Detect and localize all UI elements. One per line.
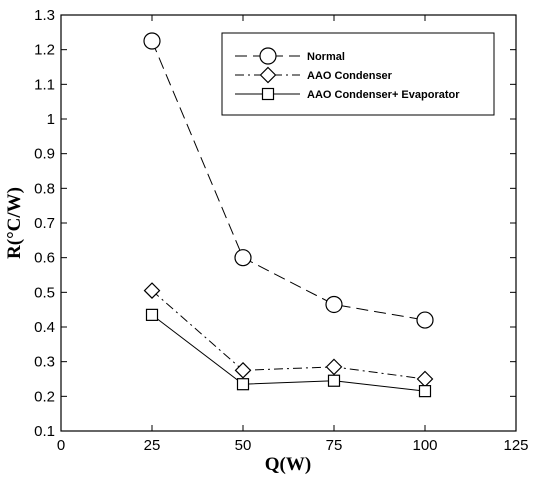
legend-entry-1: AAO Condenser [235, 66, 393, 84]
x-tick-label: 50 [235, 437, 252, 454]
y-tick-label: 1.3 [34, 7, 55, 24]
data-point [143, 282, 161, 299]
data-point [234, 249, 252, 267]
x-tick-label: 100 [412, 437, 437, 454]
series-2 [145, 308, 432, 398]
data-point [325, 295, 343, 314]
series-layer [143, 32, 434, 398]
legend-label: Normal [307, 51, 345, 63]
x-axis-title: Q(W) [265, 454, 311, 475]
legend-entry-2: AAO Condenser+ Evaporator [235, 87, 460, 101]
legend-label: AAO Condenser [307, 70, 393, 82]
data-point [416, 370, 434, 388]
data-point [236, 378, 250, 391]
y-tick-label: 1.1 [34, 76, 55, 93]
series-1 [143, 282, 434, 388]
data-point [145, 308, 159, 321]
data-point [325, 358, 343, 376]
data-point [143, 32, 161, 50]
legend-label: AAO Condenser+ Evaporator [307, 89, 460, 101]
y-tick-label: 0.8 [34, 180, 55, 197]
legend-marker [261, 87, 275, 101]
y-tick-label: 1 [47, 111, 55, 128]
data-point [416, 311, 434, 329]
legend-marker [259, 66, 277, 84]
series-0 [143, 32, 434, 329]
series-line [151, 314, 426, 392]
series-line [151, 290, 426, 380]
y-tick-label: 0.6 [34, 250, 55, 267]
legend: Normal AAO Condenser AAO Condenser+ Evapor… [221, 32, 495, 116]
series-line [151, 40, 426, 321]
y-tick-label: 0.9 [34, 146, 55, 163]
x-tick-label: 0 [57, 437, 65, 454]
axis-ticks: 0 25 50 75 100 125 0.1 0.2 0.3 0.4 0.5 0.6 0.7 0.8 0.9… [34, 7, 528, 454]
y-tick-label: 0.7 [34, 215, 55, 232]
y-tick-label: 0.1 [34, 423, 55, 440]
legend-entry-0: Normal [235, 47, 345, 65]
y-tick-label: 0.4 [34, 319, 55, 336]
y-axis-title: R(°C/W) [4, 187, 25, 259]
legend-marker [259, 47, 277, 65]
y-tick-label: 0.2 [34, 388, 55, 405]
data-point [234, 361, 252, 379]
data-point [418, 385, 432, 398]
y-tick-label: 0.3 [34, 354, 55, 371]
x-tick-label: 125 [503, 437, 528, 454]
y-tick-label: 0.5 [34, 284, 55, 301]
data-point [327, 374, 341, 387]
x-tick-label: 25 [144, 437, 161, 454]
y-tick-label: 1.2 [34, 42, 55, 59]
x-tick-label: 75 [326, 437, 343, 454]
